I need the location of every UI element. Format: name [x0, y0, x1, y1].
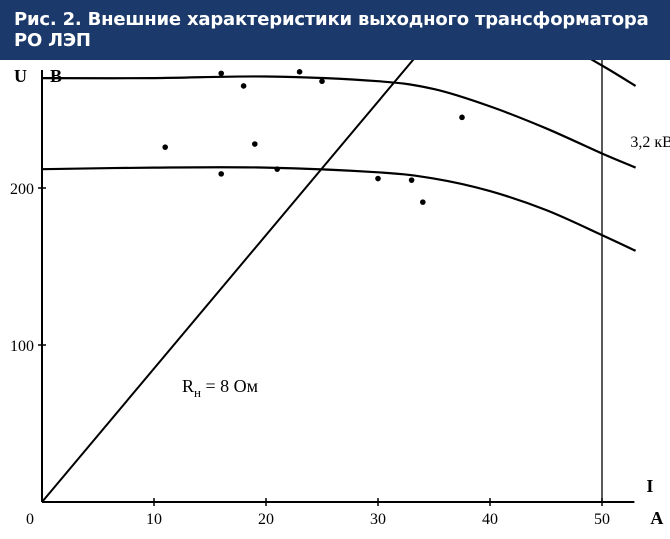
x-axis-symbol: I — [646, 476, 653, 496]
data-point — [274, 166, 281, 172]
x-axis-unit: А — [650, 508, 663, 528]
external-characteristics-chart: 10020030040050001020304050UВIАRн = 8 Ом6… — [10, 60, 670, 528]
figure-caption: Рис. 2. Внешние характеристики выходного… — [14, 9, 649, 51]
data-point — [218, 70, 224, 77]
x-tick-label: 50 — [594, 511, 610, 528]
series-curve-5 — [41, 75, 637, 169]
data-point — [375, 175, 381, 182]
x-tick-label: 0 — [26, 511, 34, 528]
figure-caption-banner: Рис. 2. Внешние характеристики выходного… — [0, 0, 670, 60]
load-line-label: Rн = 8 Ом — [182, 376, 258, 400]
y-tick-label: 100 — [10, 338, 34, 355]
series-curve-4 — [590, 60, 637, 87]
data-point — [252, 141, 258, 147]
y-axis-symbol: U — [14, 66, 27, 86]
data-point — [218, 171, 224, 177]
data-point — [420, 199, 426, 205]
series-curve-6 — [41, 166, 637, 252]
y-axis-unit: В — [50, 66, 62, 86]
y-tick-label: 200 — [10, 181, 34, 198]
series-label: 3,2 кВ — [630, 134, 670, 151]
data-point — [408, 177, 415, 183]
x-tick-label: 10 — [146, 511, 162, 528]
data-point — [240, 83, 247, 89]
data-point — [319, 78, 325, 85]
load-line — [41, 60, 415, 503]
x-tick-label: 40 — [482, 511, 498, 528]
data-point — [459, 114, 465, 121]
x-tick-label: 30 — [370, 511, 386, 528]
x-tick-label: 20 — [258, 511, 274, 528]
data-point — [296, 69, 303, 75]
data-point — [162, 144, 168, 150]
